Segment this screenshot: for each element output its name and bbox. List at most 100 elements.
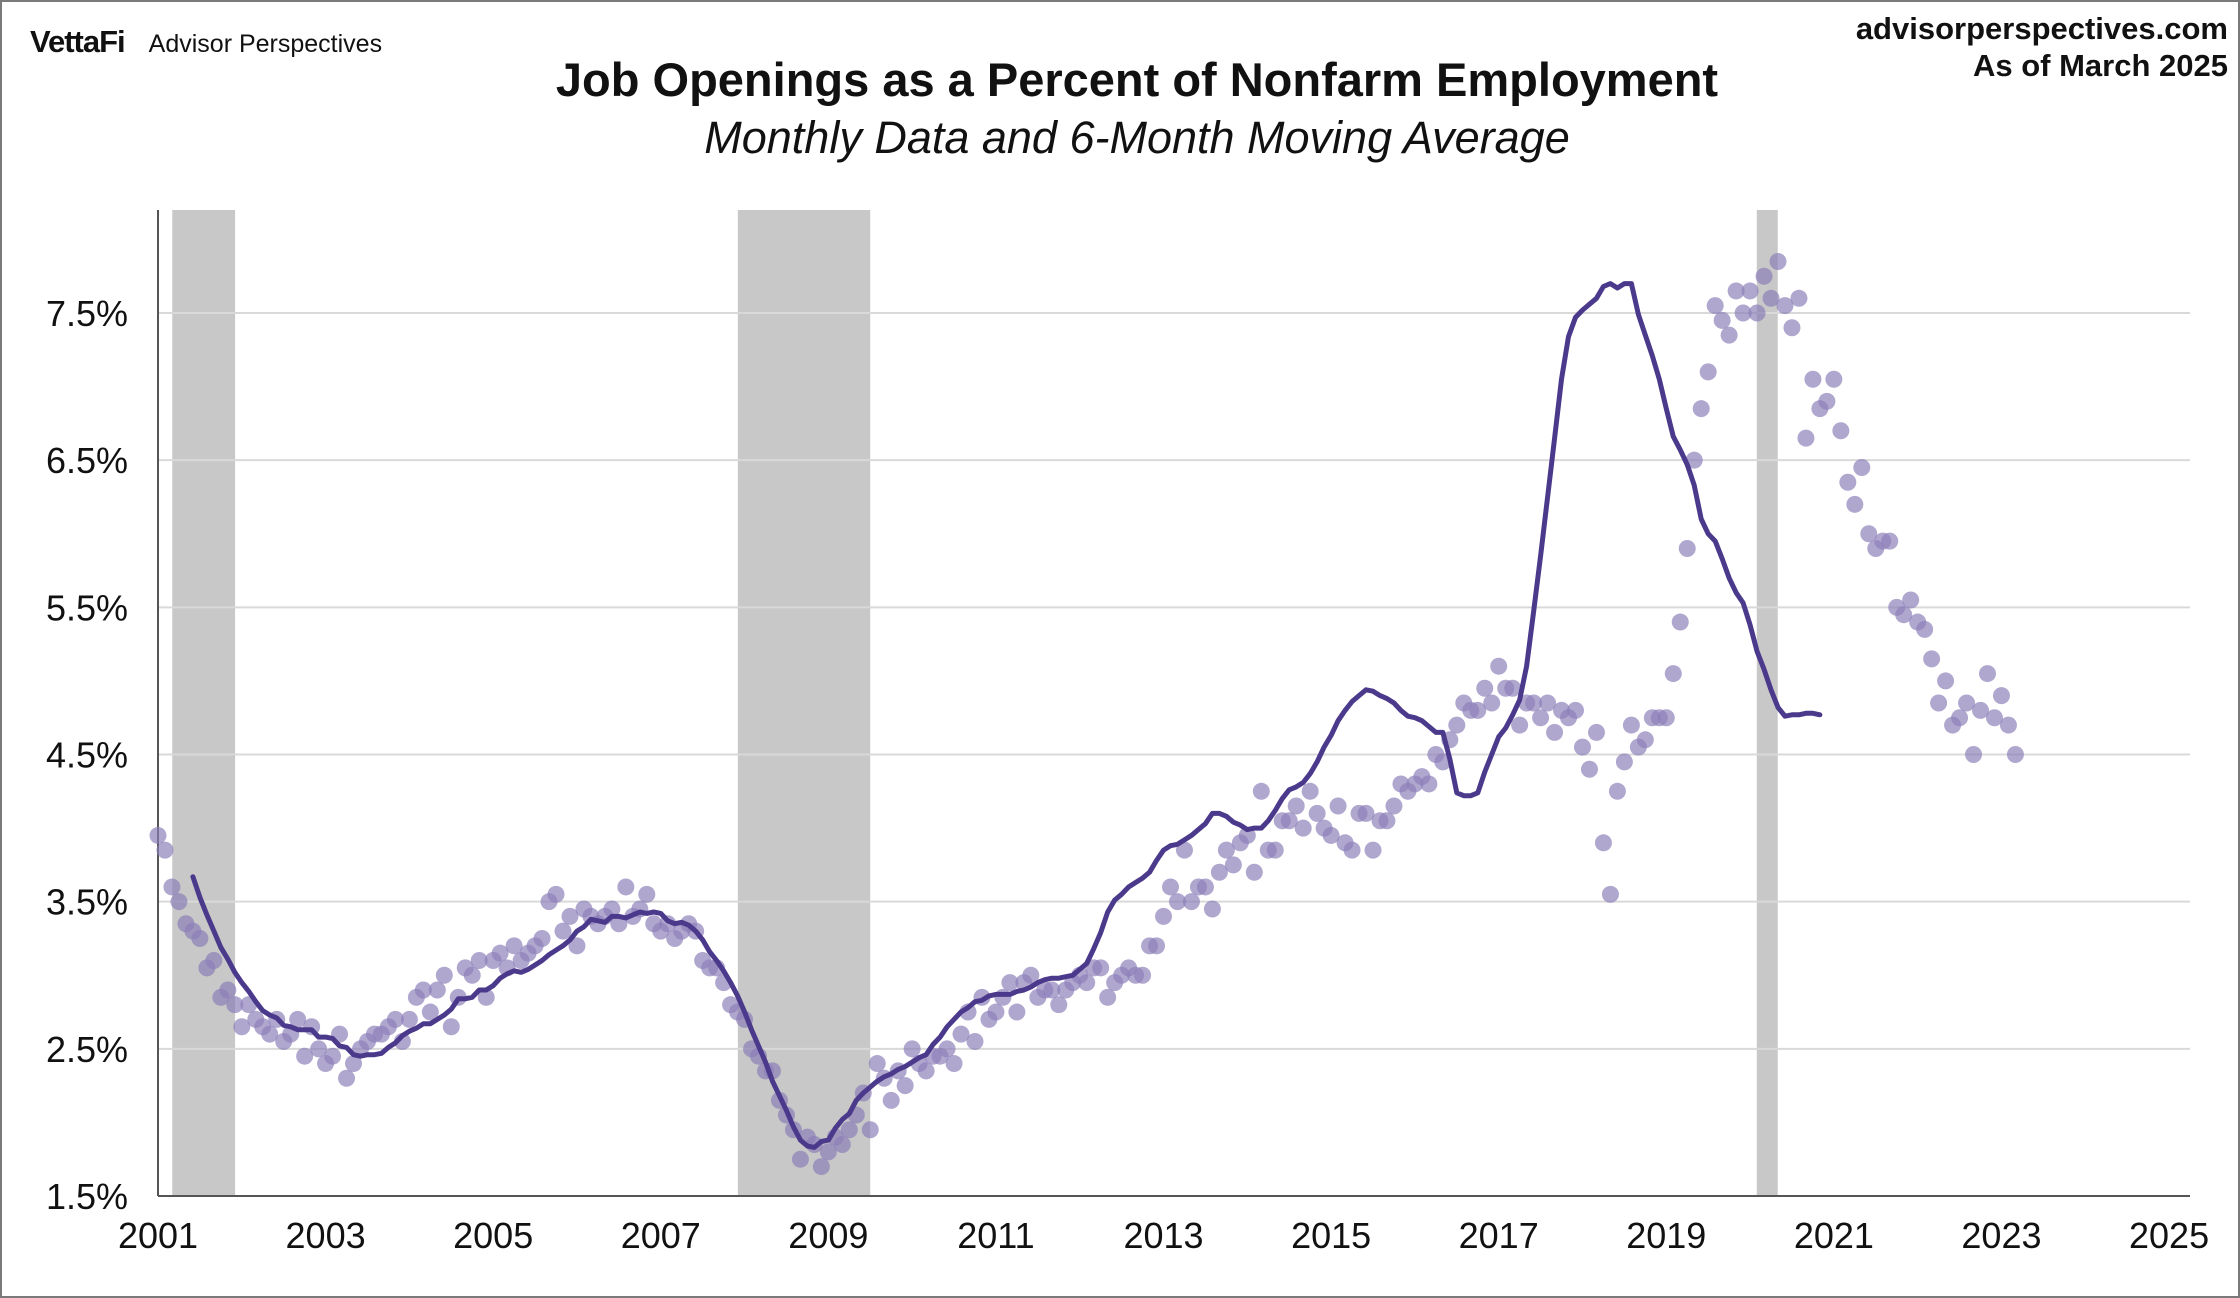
- x-tick-label: 2025: [2129, 1215, 2209, 1256]
- data-point: [1490, 657, 1508, 675]
- data-point: [400, 1010, 418, 1028]
- data-point: [219, 981, 237, 999]
- data-point: [1092, 959, 1110, 977]
- data-point: [1748, 304, 1766, 322]
- data-point: [505, 937, 523, 955]
- data-point: [233, 1018, 251, 1036]
- data-point: [1532, 709, 1550, 727]
- data-point: [554, 922, 572, 940]
- data-point: [289, 1010, 307, 1028]
- data-point: [1469, 701, 1487, 719]
- data-point: [1825, 370, 1843, 388]
- data-point: [477, 988, 495, 1006]
- chart-subtitle: Monthly Data and 6-Month Moving Average: [704, 112, 1570, 163]
- data-point: [617, 878, 635, 896]
- data-point: [547, 885, 565, 903]
- data-point: [903, 1040, 921, 1058]
- data-point: [1525, 694, 1543, 712]
- data-point: [868, 1055, 886, 1073]
- y-tick-label: 4.5%: [46, 735, 128, 776]
- data-point: [1329, 797, 1347, 815]
- y-tick-label: 1.5%: [46, 1176, 128, 1217]
- data-point: [386, 1010, 404, 1028]
- monthly-points: [149, 253, 2024, 1176]
- x-tick-label: 2019: [1626, 1215, 1706, 1256]
- data-point: [917, 1062, 935, 1080]
- recession-band-2: [1756, 210, 1778, 1196]
- data-point: [1978, 665, 1996, 683]
- data-point: [414, 981, 432, 999]
- data-point: [338, 1069, 356, 1087]
- data-point: [1580, 760, 1598, 778]
- data-point: [1511, 716, 1529, 734]
- x-tick-label: 2013: [1123, 1215, 1203, 1256]
- data-point: [1546, 723, 1564, 741]
- data-point: [1210, 863, 1228, 881]
- data-point: [149, 826, 167, 844]
- data-point: [1762, 289, 1780, 307]
- data-point: [435, 966, 453, 984]
- data-point: [1155, 907, 1173, 925]
- data-point: [1357, 804, 1375, 822]
- recession-bands: [172, 210, 1778, 1196]
- data-point: [1343, 841, 1361, 859]
- data-point: [819, 1143, 837, 1161]
- data-point: [1797, 429, 1815, 447]
- data-point: [156, 841, 174, 859]
- data-point: [1001, 974, 1019, 992]
- data-point: [1385, 797, 1403, 815]
- x-tick-label: 2007: [621, 1215, 701, 1256]
- data-point: [882, 1091, 900, 1109]
- data-point: [1008, 1003, 1026, 1021]
- data-point: [1853, 459, 1871, 477]
- data-point: [966, 1032, 984, 1050]
- data-point: [861, 1121, 879, 1139]
- data-point: [1958, 694, 1976, 712]
- data-point: [1364, 841, 1382, 859]
- data-point: [1280, 812, 1298, 830]
- data-point: [1881, 532, 1899, 550]
- data-point: [1175, 841, 1193, 859]
- data-point: [1734, 304, 1752, 322]
- y-tick-label: 3.5%: [46, 882, 128, 923]
- data-point: [1608, 782, 1626, 800]
- data-point: [1148, 937, 1166, 955]
- data-point: [1706, 297, 1724, 315]
- data-point: [163, 878, 181, 896]
- data-point: [1294, 819, 1312, 837]
- vettafi-logo: VettaFi: [30, 24, 126, 59]
- data-point: [1099, 988, 1117, 1006]
- data-point: [1818, 392, 1836, 410]
- data-point: [561, 907, 579, 925]
- data-point: [1755, 267, 1773, 285]
- data-point: [1804, 370, 1822, 388]
- data-point: [1539, 694, 1557, 712]
- data-point: [1573, 738, 1591, 756]
- data-point: [1951, 709, 1969, 727]
- data-point: [812, 1158, 830, 1176]
- x-tick-label: 2023: [1961, 1215, 2041, 1256]
- data-point: [1685, 451, 1703, 469]
- y-tick-labels: 1.5% 2.5% 3.5% 4.5% 5.5% 6.5% 7.5%: [46, 293, 128, 1217]
- y-tick-label: 2.5%: [46, 1029, 128, 1070]
- data-point: [1252, 782, 1270, 800]
- data-point: [296, 1047, 314, 1065]
- data-point: [1664, 665, 1682, 683]
- data-point: [1287, 797, 1305, 815]
- x-tick-label: 2001: [118, 1215, 198, 1256]
- data-point: [1622, 716, 1640, 734]
- chart-title: Job Openings as a Percent of Nonfarm Emp…: [555, 53, 1719, 106]
- data-point: [1022, 966, 1040, 984]
- data-point: [1217, 841, 1235, 859]
- data-point: [952, 1025, 970, 1043]
- data-point: [1594, 834, 1612, 852]
- data-point: [421, 1003, 439, 1021]
- data-point: [1322, 826, 1340, 844]
- x-tick-label: 2005: [453, 1215, 533, 1256]
- data-point: [324, 1047, 342, 1065]
- x-tick-label: 2009: [788, 1215, 868, 1256]
- data-point: [1699, 363, 1717, 381]
- data-point: [1776, 297, 1794, 315]
- recession-band-1: [737, 210, 871, 1196]
